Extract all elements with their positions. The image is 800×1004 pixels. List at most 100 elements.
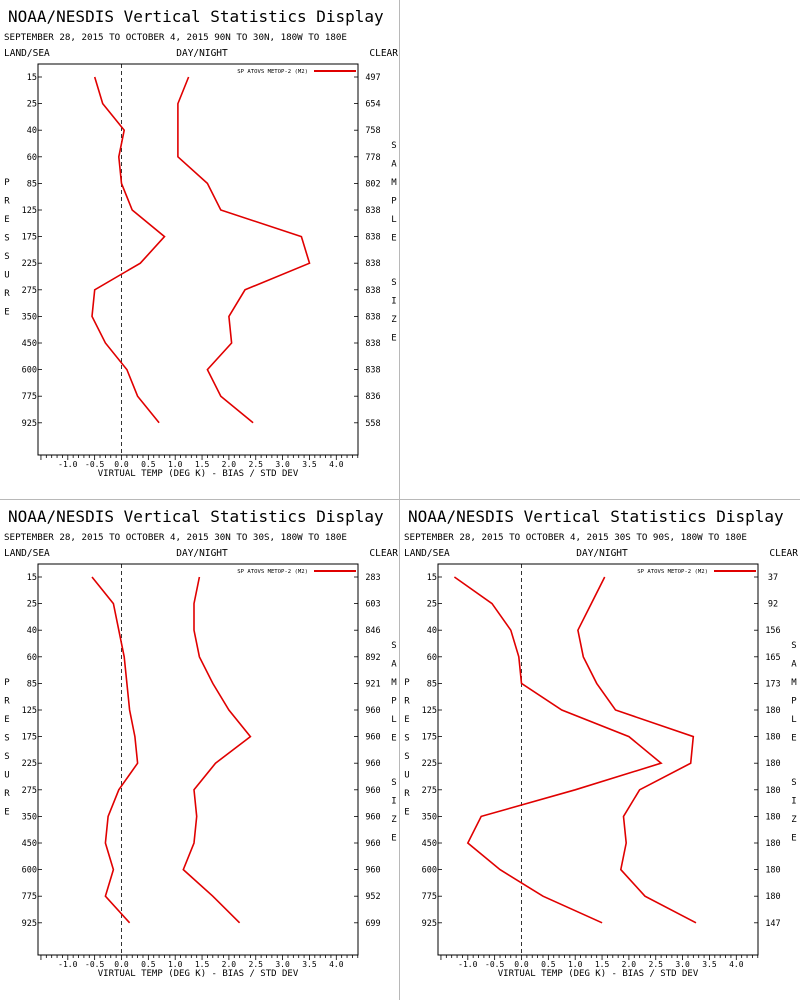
- y-axis-label-letter: U: [4, 771, 9, 781]
- panel-empty: [400, 0, 800, 500]
- y-axis-label-letter: R: [4, 697, 10, 707]
- x-tick-label: 4.0: [329, 460, 344, 469]
- panel-30n-30s: NOAA/NESDIS Vertical Statistics Display S…: [0, 500, 400, 1000]
- sample-size-label: 960: [365, 866, 380, 876]
- sample-axis-label-letter: M: [391, 678, 397, 688]
- x-tick-label: 4.0: [329, 960, 344, 969]
- pressure-level-label: 450: [422, 839, 437, 849]
- x-tick-label: -1.0: [58, 960, 77, 969]
- pressure-level-label: 225: [22, 259, 37, 269]
- sample-axis-label-letter: A: [391, 660, 397, 670]
- std-dev-series-line: [182, 576, 252, 924]
- y-axis-label-letter: U: [4, 271, 9, 281]
- corner-day-night: DAY/NIGHT: [176, 48, 228, 59]
- std-dev-series-line: [577, 576, 697, 924]
- sample-size-label: 960: [365, 733, 380, 743]
- pressure-level-label: 350: [22, 812, 37, 822]
- pressure-level-label: 175: [22, 733, 37, 743]
- x-tick-label: -1.0: [58, 460, 77, 469]
- plot-frame: [37, 63, 359, 456]
- sample-size-label: 778: [365, 153, 380, 163]
- sample-axis-label-letter: Z: [391, 815, 397, 825]
- sample-axis-label-letter: A: [791, 660, 797, 670]
- pressure-level-label: 275: [422, 786, 437, 796]
- sample-axis-label-letter: E: [391, 834, 396, 844]
- pressure-level-label: 175: [22, 233, 37, 243]
- sample-size-label: 147: [765, 919, 780, 929]
- sample-axis-label-letter: P: [391, 197, 397, 207]
- sample-size-label: 37: [768, 573, 778, 583]
- pressure-level-label: 25: [27, 600, 37, 610]
- x-tick-label: -0.5: [85, 960, 104, 969]
- panel-30s-90s: NOAA/NESDIS Vertical Statistics Display S…: [400, 500, 800, 1000]
- sample-size-label: 180: [765, 733, 780, 743]
- pressure-level-label: 60: [27, 653, 37, 663]
- sample-axis-label-letter: M: [391, 178, 397, 188]
- x-axis-label: VIRTUAL TEMP (DEG K) - BIAS / STD DEV: [98, 969, 299, 979]
- corner-day-night: DAY/NIGHT: [576, 548, 628, 559]
- x-tick-label: 1.0: [168, 460, 183, 469]
- y-axis-label-letter: R: [404, 789, 410, 799]
- pressure-level-label: 125: [22, 706, 37, 716]
- sample-axis-label-letter: E: [391, 334, 396, 344]
- pressure-level-label: 600: [422, 866, 437, 876]
- x-tick-label: 2.5: [249, 460, 264, 469]
- x-tick-label: 2.5: [249, 960, 264, 969]
- sample-size-label: 838: [365, 366, 380, 376]
- chart-subtitle: SEPTEMBER 28, 2015 TO OCTOBER 4, 2015 30…: [4, 532, 347, 543]
- vertical-stats-chart: NOAA/NESDIS Vertical Statistics Display S…: [404, 507, 798, 979]
- plot-frame: [437, 563, 759, 956]
- y-axis-label-letter: S: [4, 234, 9, 244]
- vertical-stats-chart: NOAA/NESDIS Vertical Statistics Display S…: [4, 507, 398, 979]
- y-axis-label-letter: R: [4, 289, 10, 299]
- legend-label: SP ATOVS METOP-2 (M2): [637, 569, 708, 575]
- pressure-level-label: 85: [27, 179, 37, 189]
- sample-size-label: 802: [365, 179, 380, 189]
- sample-axis-label-letter: E: [791, 734, 796, 744]
- chart-title: NOAA/NESDIS Vertical Statistics Display: [8, 507, 384, 526]
- y-axis-label-letter: S: [404, 734, 409, 744]
- pressure-level-label: 775: [422, 892, 437, 902]
- bias-series-line: [91, 76, 166, 424]
- sample-axis-label-letter: L: [791, 715, 796, 725]
- x-tick-label: 1.5: [595, 960, 610, 969]
- x-tick-label: 4.0: [729, 960, 744, 969]
- corner-day-night: DAY/NIGHT: [176, 548, 228, 559]
- x-tick-label: 3.0: [275, 460, 290, 469]
- sample-size-label: 838: [365, 259, 380, 269]
- chart-subtitle: SEPTEMBER 28, 2015 TO OCTOBER 4, 2015 30…: [404, 532, 747, 543]
- sample-axis-label-letter: S: [791, 641, 796, 651]
- sample-size-label: 558: [365, 419, 380, 429]
- panel-divider-horizontal: [0, 499, 800, 500]
- x-tick-label: 2.0: [622, 960, 637, 969]
- sample-size-label: 283: [365, 573, 380, 583]
- sample-size-label: 654: [365, 100, 380, 110]
- x-tick-label: 0.0: [114, 460, 129, 469]
- pressure-level-label: 350: [22, 312, 37, 322]
- y-axis-label-letter: P: [4, 178, 10, 188]
- sample-size-label: 180: [765, 892, 780, 902]
- y-axis-label-letter: S: [4, 734, 9, 744]
- x-tick-label: -0.5: [485, 960, 504, 969]
- x-tick-label: -1.0: [458, 960, 477, 969]
- sample-size-label: 92: [768, 600, 778, 610]
- x-tick-label: 1.5: [195, 960, 210, 969]
- sample-size-label: 838: [365, 206, 380, 216]
- pressure-level-label: 775: [22, 892, 37, 902]
- sample-size-label: 892: [365, 653, 380, 663]
- sample-axis-label-letter: Z: [791, 815, 797, 825]
- x-tick-label: 3.5: [302, 960, 317, 969]
- pressure-level-label: 40: [427, 626, 437, 636]
- sample-size-label: 156: [765, 626, 780, 636]
- sample-size-label: 960: [365, 839, 380, 849]
- chart-title: NOAA/NESDIS Vertical Statistics Display: [408, 507, 784, 526]
- sample-axis-label-letter: A: [391, 160, 397, 170]
- pressure-level-label: 350: [422, 812, 437, 822]
- sample-size-label: 180: [765, 866, 780, 876]
- sample-axis-label-letter: I: [391, 297, 396, 307]
- sample-axis-label-letter: M: [791, 678, 797, 688]
- y-axis-label-letter: R: [404, 697, 410, 707]
- sample-size-label: 952: [365, 892, 380, 902]
- pressure-level-label: 225: [22, 759, 37, 769]
- pressure-level-label: 225: [422, 759, 437, 769]
